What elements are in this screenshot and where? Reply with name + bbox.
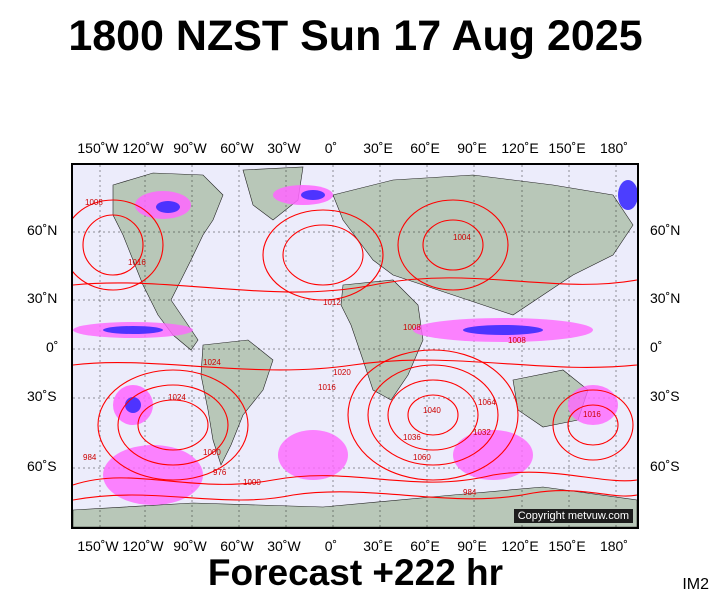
image-code-label: IM2	[682, 576, 709, 593]
lon-label-top: 120˚W	[122, 140, 164, 156]
lon-label-top: 120˚E	[501, 140, 539, 156]
lon-label-top: 180˚	[599, 140, 629, 156]
map-graphic: 1008 1016 1012 1024 1020 1040 1036 1032 …	[73, 165, 637, 527]
lon-label-top: 90˚E	[457, 140, 487, 156]
lon-label-bottom: 120˚W	[122, 538, 164, 554]
rain-patch	[125, 397, 141, 413]
lon-label-bottom: 150˚W	[77, 538, 119, 554]
lon-label-bottom: 60˚E	[410, 538, 440, 554]
rain-patch	[463, 325, 543, 335]
lon-label-top: 90˚W	[173, 140, 207, 156]
isobar-label: 1012	[323, 298, 341, 307]
lat-label-right: 30˚S	[650, 388, 680, 404]
copyright-label: Copyright metvuw.com	[513, 509, 633, 523]
lon-label-top: 60˚E	[410, 140, 440, 156]
greenland-landmass	[242, 166, 304, 221]
lat-label-left: 60˚N	[27, 222, 58, 238]
weather-map: 1008 1016 1012 1024 1020 1040 1036 1032 …	[71, 163, 639, 529]
isobar-label: 1000	[203, 448, 221, 457]
antarctica-landmass	[73, 486, 637, 527]
lon-label-bottom: 0˚	[324, 538, 338, 554]
lat-label-right: 30˚N	[650, 290, 681, 306]
lon-label-top: 0˚	[324, 140, 338, 156]
forecast-hour-label: Forecast +222 hr	[207, 552, 504, 593]
lon-label-top: 150˚E	[548, 140, 586, 156]
isobar-label: 1064	[478, 398, 496, 407]
rain-patch	[453, 430, 533, 480]
north-america-landmass	[112, 172, 224, 351]
isobars	[73, 199, 637, 501]
isobar-label: 1020	[333, 368, 351, 377]
graticule	[73, 165, 637, 527]
isobar-labels: 1008 1016 1012 1024 1020 1040 1036 1032 …	[83, 198, 601, 497]
rain-patch	[156, 201, 180, 213]
lon-label-bottom: 120˚E	[501, 538, 539, 554]
lat-label-right: 0˚	[650, 339, 663, 355]
isobar-label: 1008	[85, 198, 103, 207]
lon-label-top: 150˚W	[77, 140, 119, 156]
isobar-label: 984	[463, 488, 477, 497]
lon-label-top: 30˚W	[267, 140, 301, 156]
isobar-label: 984	[83, 453, 97, 462]
isobar-label: 1004	[453, 233, 471, 242]
lat-label-left: 30˚N	[27, 290, 58, 306]
lon-label-bottom: 30˚W	[267, 538, 301, 554]
rain-patch	[278, 430, 348, 480]
isobar-label: 1016	[128, 258, 146, 267]
lon-label-bottom: 90˚E	[457, 538, 487, 554]
isobar-label: 976	[213, 468, 227, 477]
rain-patch	[618, 180, 637, 210]
isobar-label: 1036	[403, 433, 421, 442]
africa-landmass	[340, 279, 424, 401]
lon-label-top: 30˚E	[363, 140, 393, 156]
isobar-label: 1032	[473, 428, 491, 437]
rain-patch	[103, 445, 203, 505]
isobar-label: 1000	[243, 478, 261, 487]
lat-label-left: 30˚S	[27, 388, 57, 404]
lat-label-left: 0˚	[46, 339, 59, 355]
isobar-label: 1008	[508, 336, 526, 345]
lon-label-bottom: 150˚E	[548, 538, 586, 554]
rain-patch	[103, 326, 163, 334]
lon-label-bottom: 60˚W	[220, 538, 254, 554]
isobar-label: 1016	[318, 383, 336, 392]
lon-label-bottom: 30˚E	[363, 538, 393, 554]
isobar-label: 1008	[403, 323, 421, 332]
lat-label-right: 60˚S	[650, 458, 680, 474]
isobar-label: 1024	[203, 358, 221, 367]
lon-label-top: 60˚W	[220, 140, 254, 156]
lon-label-bottom: 90˚W	[173, 538, 207, 554]
isobar-label: 1024	[168, 393, 186, 402]
precipitation-areas	[73, 180, 637, 505]
lon-label-bottom: 180˚	[599, 538, 629, 554]
isobar-label: 1060	[413, 453, 431, 462]
lat-label-right: 60˚N	[650, 222, 681, 238]
isobar-label: 1016	[583, 410, 601, 419]
lat-label-left: 60˚S	[27, 458, 57, 474]
isobar-label: 1040	[423, 406, 441, 415]
south-america-landmass	[200, 339, 274, 466]
map-title: 1800 NZST Sun 17 Aug 2025	[68, 12, 643, 60]
rain-patch	[301, 190, 325, 200]
